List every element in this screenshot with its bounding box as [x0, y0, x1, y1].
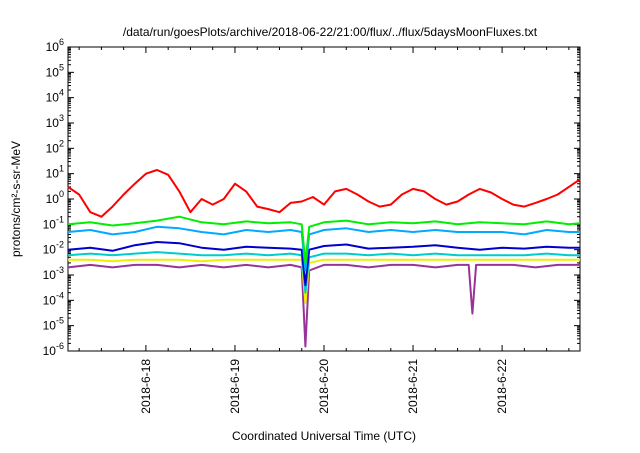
- series-line: [68, 258, 580, 304]
- y-tick-label: 10-4: [43, 290, 64, 307]
- y-tick-label: 10-1: [43, 214, 64, 231]
- y-tick-label: 10-2: [43, 240, 64, 257]
- y-tick-label: 101: [46, 164, 64, 181]
- x-tick-label: 2018-6-19: [228, 359, 242, 414]
- series-line: [67, 251, 580, 294]
- y-axis-ticks: 10-6 10-5 10-4 10-3 10-2 10-1 100 101 102 103 104 1…: [43, 37, 580, 358]
- series-line: [67, 215, 581, 264]
- series-layer: [67, 169, 581, 348]
- x-tick-label: 2018-6-22: [495, 359, 509, 414]
- y-tick-label: 10-5: [43, 316, 64, 333]
- series-line: [67, 263, 580, 348]
- y-tick-label: 10-6: [43, 341, 64, 358]
- chart-title: /data/run/goesPlots/archive/2018-06-22/2…: [123, 25, 538, 39]
- series-line: [67, 169, 581, 218]
- y-tick-label: 105: [46, 62, 64, 79]
- series-line: [67, 241, 580, 287]
- y-tick-label: 104: [46, 88, 64, 105]
- x-axis-ticks: 2018-6-18 2018-6-19 2018-6-20 2018-6-21 2018…: [78, 47, 570, 414]
- y-tick-label: 100: [46, 189, 64, 206]
- y-tick-label: 103: [46, 113, 64, 130]
- y-tick-label: 102: [46, 138, 64, 155]
- x-axis-label: Coordinated Universal Time (UTC): [232, 429, 416, 443]
- y-axis-label: protons/cm²-s-sr-MeV: [9, 141, 23, 257]
- x-tick-label: 2018-6-18: [139, 359, 153, 414]
- y-tick-label: 106: [46, 37, 64, 54]
- x-tick-label: 2018-6-20: [317, 359, 331, 414]
- x-tick-label: 2018-6-21: [406, 359, 420, 414]
- y-tick-label: 10-3: [43, 265, 64, 282]
